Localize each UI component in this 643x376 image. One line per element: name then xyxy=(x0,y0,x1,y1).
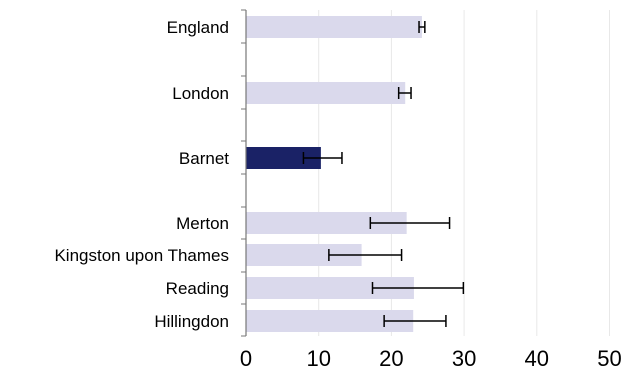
bar xyxy=(246,147,321,169)
axes xyxy=(241,9,247,337)
category-label: Kingston upon Thames xyxy=(54,246,229,265)
x-tick-label: 0 xyxy=(240,346,252,371)
x-tick-label: 40 xyxy=(525,346,549,371)
x-tick-label: 20 xyxy=(379,346,403,371)
category-label: England xyxy=(167,18,229,37)
error-bars xyxy=(302,21,465,327)
bar xyxy=(246,16,422,38)
category-label: Reading xyxy=(166,279,229,298)
x-tick-label: 30 xyxy=(452,346,476,371)
category-label: London xyxy=(172,84,229,103)
x-tick-labels: 0 10 20 30 40 50 xyxy=(240,346,622,371)
bar xyxy=(246,82,406,104)
x-tick-label: 50 xyxy=(597,346,621,371)
bar xyxy=(246,244,362,266)
category-label: Hillingdon xyxy=(154,312,229,331)
category-label: Merton xyxy=(176,214,229,233)
x-tick-label: 10 xyxy=(306,346,330,371)
bar xyxy=(246,310,414,332)
category-label: Barnet xyxy=(179,149,229,168)
category-labels: England London Barnet Merton Kingston upon T… xyxy=(54,18,229,331)
bars xyxy=(246,16,422,332)
bar xyxy=(246,212,407,234)
